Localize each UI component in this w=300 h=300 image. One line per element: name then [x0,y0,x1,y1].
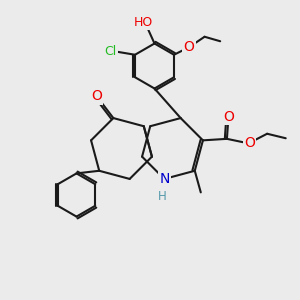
Text: HO: HO [134,16,153,29]
Text: H: H [158,190,167,203]
Text: O: O [223,110,234,124]
Text: O: O [244,136,255,150]
Text: Cl: Cl [104,45,116,58]
Text: N: N [159,172,170,186]
Text: O: O [92,89,102,103]
Text: O: O [184,40,194,54]
